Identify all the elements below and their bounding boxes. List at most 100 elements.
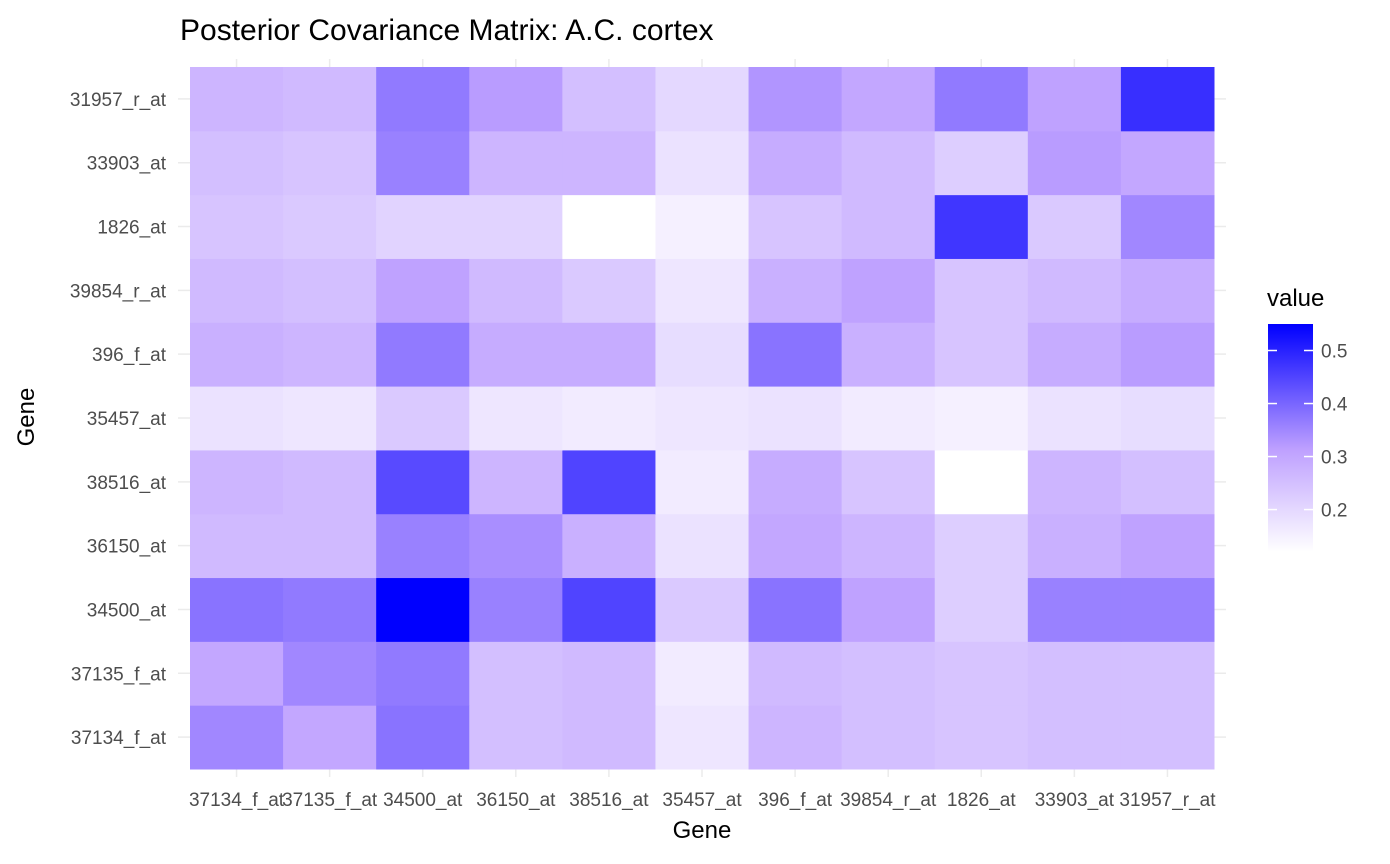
heatmap-cell [283,705,377,770]
heatmap-cell [1120,641,1215,706]
heatmap-cell [469,258,563,323]
heatmap-cell [1120,130,1215,196]
heatmap-cell [190,513,284,579]
y-tick-label: 35457_at [87,409,167,430]
heatmap-cell [655,130,750,196]
heatmap-cell [748,513,843,579]
heatmap-cell [934,705,1029,770]
heatmap-cell [748,130,843,196]
heatmap-cell [1120,67,1215,132]
heatmap-cell [748,449,843,515]
heatmap-cell [376,641,470,706]
heatmap-cell [655,449,750,515]
y-tick-label: 31957_r_at [70,90,167,111]
heatmap-cell [562,641,656,706]
heatmap-cell [841,641,936,706]
legend-tick-label: 0.2 [1321,501,1347,522]
heatmap-cell [841,705,936,770]
heatmap-cell [376,577,470,642]
heatmap-cell [283,577,377,642]
heatmap-cell [469,194,563,259]
heatmap-cell [376,258,470,323]
x-tick-label: 39854_r_at [840,790,937,811]
heatmap-cell [1027,577,1122,642]
y-tick-label: 36150_at [87,537,167,558]
heatmap-cell [469,67,563,132]
heatmap-cell [190,130,284,196]
heatmap-cell [562,513,656,579]
y-tick-label: 33903_at [87,154,167,175]
heatmap-cell [190,577,284,642]
heatmap-cell [376,705,470,770]
heatmap-cell [190,641,284,706]
y-axis-title: Gene [13,388,40,447]
heatmap-cell [562,705,656,770]
heatmap-cell [655,67,750,132]
heatmap-cell [469,705,563,770]
heatmap-cell [1120,449,1215,515]
legend-ticks: 0.2 0.3 0.4 0.5 [1268,342,1348,522]
x-tick-label: 37135_f_at [282,790,378,811]
heatmap-cell [283,386,377,451]
heatmap-cell [1120,258,1215,323]
heatmap-cell [469,130,563,196]
heatmap-cell [841,258,936,323]
legend-tick-label: 0.3 [1321,448,1347,469]
y-tick-label: 37134_f_at [71,728,167,749]
heatmap-cell [655,194,750,259]
x-tick-label: 396_f_at [758,790,833,811]
heatmap-cell [841,513,936,579]
heatmap-cell [1120,705,1215,770]
heatmap-cell [748,322,843,387]
heatmap-cell [655,258,750,323]
heatmap-cell [469,322,563,387]
heatmap-cell [841,386,936,451]
heatmap-cell [562,258,656,323]
heatmap-cell [376,130,470,196]
y-tick-label: 396_f_at [92,345,167,366]
heatmap-cell [934,258,1029,323]
heatmap-cell [562,67,656,132]
heatmap-cell [283,258,377,323]
heatmap-cell [1027,705,1122,770]
heatmap-cell [376,194,470,259]
heatmap-cell [655,705,750,770]
heatmap-cell [283,67,377,132]
heatmap-cell [283,130,377,196]
heatmap-cell [934,449,1029,515]
chart-title: Posterior Covariance Matrix: A.C. cortex [180,14,714,47]
heatmap-cell [934,577,1029,642]
legend-color-bar [1268,324,1313,552]
heatmap-cell [1027,641,1122,706]
heatmap-cell [655,513,750,579]
heatmap-cell [376,449,470,515]
x-tick-label: 1826_at [947,790,1016,811]
heatmap-cell [1027,449,1122,515]
heatmap-cell [376,67,470,132]
heatmap-cell [376,386,470,451]
heatmap-cell [469,641,563,706]
heatmap-cell [469,577,563,642]
heatmap-cell [562,386,656,451]
legend-tick-label: 0.5 [1321,342,1347,363]
heatmap-cell [190,386,284,451]
heatmap-cell [469,386,563,451]
x-axis-title: Gene [673,817,732,844]
x-tick-label: 31957_r_at [1119,790,1216,811]
heatmap-cell [655,322,750,387]
heatmap-cell [841,322,936,387]
heatmap-cell [934,194,1029,259]
x-tick-label: 38516_at [569,790,649,811]
heatmap-cell [748,258,843,323]
heatmap-cell [934,322,1029,387]
heatmap-cell [376,322,470,387]
heatmap-cell [748,577,843,642]
heatmap-cell [841,194,936,259]
heatmap-cells [190,67,1215,770]
heatmap-cell [841,577,936,642]
legend-tick-label: 0.4 [1321,395,1348,416]
heatmap-cell [469,449,563,515]
y-tick-label: 39854_r_at [70,281,167,302]
